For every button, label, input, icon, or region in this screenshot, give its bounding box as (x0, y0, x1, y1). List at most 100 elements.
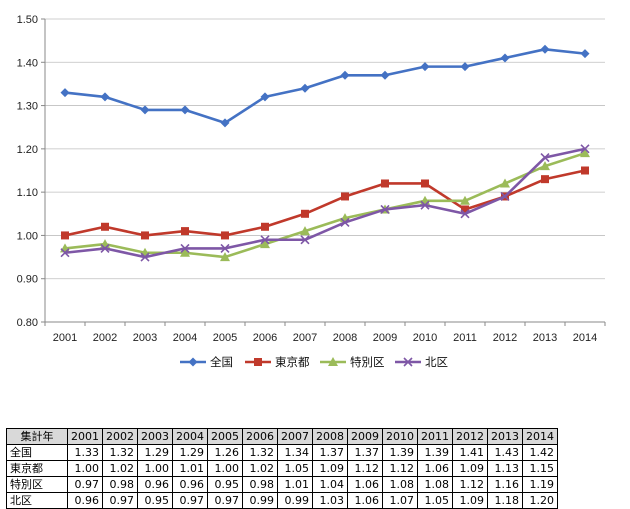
table-cell: 1.06 (347, 476, 383, 493)
table-cell: 1.39 (417, 444, 453, 461)
series-4 (60, 144, 590, 262)
table-cell: 1.32 (102, 444, 138, 461)
table-cell: 0.99 (277, 492, 313, 509)
y-tick-label-1.00: 1.00 (17, 230, 38, 242)
data-table: 集計年 2001 2002 2003 2004 2005 2006 2007 2008 2009… (6, 428, 558, 509)
legend: 全国 東京都 特別区 北区 (180, 355, 448, 369)
data-point-2011 (460, 209, 470, 219)
table-cell: 1.00 (67, 460, 103, 477)
series-line-4 (64, 147, 586, 259)
y-tick-label-0.80: 0.80 (17, 317, 38, 329)
x-tick-label-2009: 2009 (373, 332, 397, 344)
series-2 (61, 166, 589, 240)
table-cell: 0.95 (137, 492, 173, 509)
table-row-label: 北区 (6, 492, 68, 509)
data-point-2014 (581, 166, 589, 175)
y-tick-label-1.10: 1.10 (17, 187, 38, 199)
table-cell: 1.06 (347, 492, 383, 509)
table-cell: 0.96 (137, 476, 173, 493)
table-cell: 0.98 (242, 476, 278, 493)
table-header-year: 2010 (382, 428, 418, 445)
data-point-2004 (180, 105, 190, 115)
x-tick-label-2001: 2001 (53, 332, 77, 344)
x-tick-label-2014: 2014 (573, 332, 597, 344)
data-point-2008 (340, 70, 350, 80)
legend-label: 北区 (425, 355, 448, 369)
x-tick-label-2007: 2007 (293, 332, 317, 344)
table-cell: 1.00 (137, 460, 173, 477)
table-header-year: 2004 (172, 428, 208, 445)
x-tick-label-2002: 2002 (93, 332, 117, 344)
data-point-2014 (580, 49, 590, 59)
legend-swatch-marker (328, 357, 338, 366)
table-cell: 1.16 (487, 476, 523, 493)
legend-swatch-marker (188, 357, 198, 367)
table-cell: 1.20 (522, 492, 558, 509)
table-row: 全国 1.33 1.32 1.29 1.29 1.26 1.32 1.34 1.37 1.37 1.… (6, 444, 558, 461)
x-tick-label-2005: 2005 (213, 332, 237, 344)
data-point-2009 (381, 179, 389, 188)
data-point-2004 (180, 247, 190, 257)
data-point-2005 (220, 243, 230, 253)
data-point-2008 (340, 217, 350, 228)
legend-swatch-marker (254, 358, 262, 366)
table-header-year: 2003 (137, 428, 173, 445)
table-body: 全国 1.33 1.32 1.29 1.29 1.26 1.32 1.34 1.37 1.37 1.… (6, 444, 558, 509)
data-point-2008 (341, 192, 349, 201)
table-cell: 1.00 (207, 460, 243, 477)
table-cell: 1.09 (312, 460, 348, 477)
table-header-year: 2012 (452, 428, 488, 445)
x-tick-label-2008: 2008 (333, 332, 357, 344)
x-tick-label-2012: 2012 (493, 332, 517, 344)
table-cell: 1.07 (382, 492, 418, 509)
table-cell: 1.15 (522, 460, 558, 477)
data-point-2007 (300, 226, 310, 236)
legend-item-1: 全国 (180, 355, 233, 369)
data-point-2002 (100, 243, 110, 253)
x-tick-label-2003: 2003 (133, 332, 157, 344)
table-header-row: 集計年 2001 2002 2003 2004 2005 2006 2007 2008 2009… (6, 428, 558, 445)
legend-label: 特別区 (350, 355, 385, 369)
line-chart: 0.800.901.001.101.201.301.401.50 2001 200… (17, 14, 606, 369)
table-header-year: 2011 (417, 428, 453, 445)
table-cell: 1.19 (522, 476, 558, 493)
table-header-year: 2001 (67, 428, 103, 445)
table-header-year: 2008 (312, 428, 348, 445)
table-cell: 1.32 (242, 444, 278, 461)
table-header-year: 2005 (207, 428, 243, 445)
data-point-2009 (380, 204, 390, 215)
table-cell: 1.08 (382, 476, 418, 493)
x-tick-label-2011: 2011 (453, 332, 477, 344)
table-row: 東京都 1.00 1.02 1.00 1.01 1.00 1.02 1.05 1.09 1.12 1… (6, 460, 558, 477)
table-cell: 1.39 (382, 444, 418, 461)
table-cell: 1.41 (452, 444, 488, 461)
table-cell: 1.09 (452, 460, 488, 477)
table-header-year: 2013 (487, 428, 523, 445)
data-point-2011 (460, 62, 470, 72)
data-point-2013 (540, 161, 550, 171)
data-point-2012 (500, 53, 510, 63)
data-point-2001 (60, 248, 70, 258)
data-point-2007 (301, 209, 309, 218)
data-point-2006 (260, 92, 270, 102)
series-line-1 (64, 47, 586, 125)
data-point-2003 (140, 105, 150, 115)
data-point-2010 (420, 200, 430, 210)
table-cell: 1.33 (67, 444, 103, 461)
legend-item-3: 特別区 (320, 355, 385, 369)
data-point-2001 (60, 88, 70, 98)
table-cell: 1.01 (277, 476, 313, 493)
table-cell: 1.06 (417, 460, 453, 477)
data-point-2003 (140, 252, 150, 262)
table-cell: 1.05 (417, 492, 453, 509)
table-cell: 0.98 (102, 476, 138, 493)
table-cell: 0.96 (67, 492, 103, 509)
series-line-3 (64, 151, 586, 259)
data-point-2005 (220, 118, 230, 128)
table-cell: 1.12 (382, 460, 418, 477)
legend-label: 全国 (210, 355, 233, 369)
table-cell: 0.97 (207, 492, 243, 509)
table-cell: 0.99 (242, 492, 278, 509)
table-header-year: 2006 (242, 428, 278, 445)
y-axis-tick-labels: 0.80 0.90 1.00 1.10 1.20 1.30 1.40 1.50 (17, 14, 38, 329)
